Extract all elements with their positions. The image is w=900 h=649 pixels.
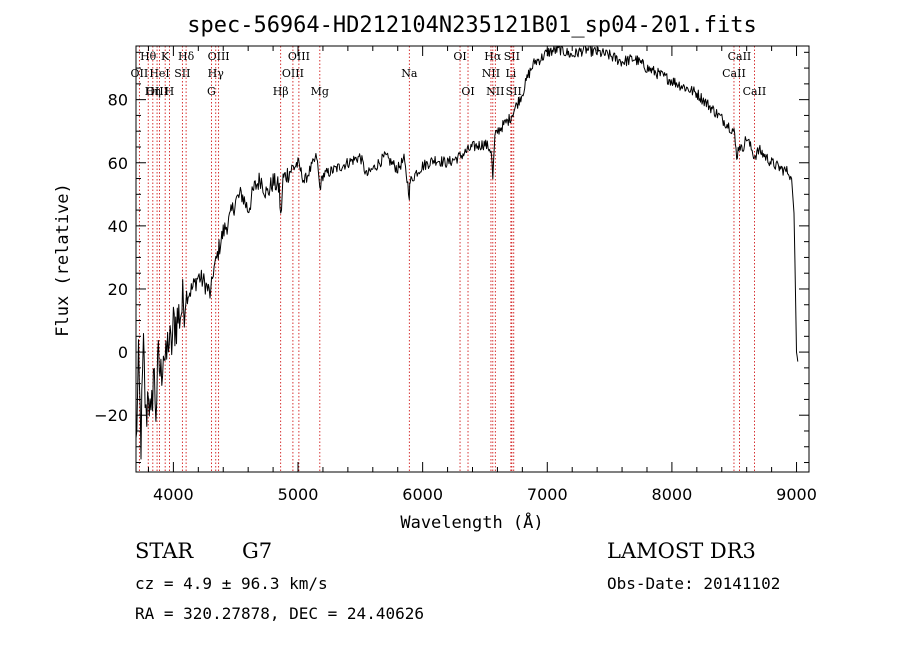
- line-label-4: HeI: [149, 67, 169, 80]
- line-label-10: Hγ: [208, 67, 225, 80]
- line-label-11: G: [207, 85, 216, 98]
- y-tick-label-2: 20: [108, 280, 128, 299]
- line-label-19: Hα: [484, 50, 502, 63]
- line-label-24: SII: [506, 85, 522, 98]
- line-label-27: CaII: [743, 85, 767, 98]
- y-axis-label: Flux (relative): [53, 183, 73, 337]
- spectrum-chart: spec-56964-HD212104N235121B01_sp04-201.f…: [53, 13, 817, 533]
- y-tick-label-4: 60: [108, 154, 128, 173]
- redshift-readout: cz = 4.9 ± 96.3 km/s: [135, 574, 328, 593]
- line-label-26: CaII: [722, 67, 746, 80]
- line-label-16: Na: [401, 67, 418, 80]
- line-label-17: OI: [453, 50, 466, 63]
- line-label-5: SII: [174, 67, 190, 80]
- x-axis-label: Wavelength (Å): [400, 511, 543, 533]
- coordinates: RA = 320.27878, DEC = 24.40626: [135, 604, 424, 623]
- x-tick-label-0: 4000: [153, 485, 194, 504]
- line-label-12: OIII: [288, 50, 310, 63]
- line-label-25: CaII: [728, 50, 752, 63]
- y-tick-label-0: −20: [94, 406, 128, 425]
- x-tick-label-2: 6000: [402, 485, 443, 504]
- line-label-15: Mg: [311, 85, 329, 98]
- object-type: STAR: [135, 539, 194, 563]
- y-tick-label-1: 0: [118, 343, 128, 362]
- line-label-21: NII: [482, 67, 500, 80]
- line-label-22: Li: [505, 67, 516, 80]
- line-label-13: OIII: [282, 67, 304, 80]
- line-label-9: OIII: [208, 50, 230, 63]
- y-tick-label-5: 80: [108, 91, 128, 110]
- y-tick-label-3: 40: [108, 217, 128, 236]
- line-label-2: Hδ: [178, 50, 195, 63]
- x-tick-label-1: 5000: [278, 485, 319, 504]
- obs-date: Obs-Date: 20141102: [607, 574, 781, 593]
- line-label-20: SII: [504, 50, 520, 63]
- line-label-23: NII: [486, 85, 504, 98]
- subclass: G7: [242, 539, 273, 563]
- x-tick-label-4: 8000: [652, 485, 693, 504]
- plot-frame: [135, 45, 810, 473]
- line-label-14: Hβ: [273, 85, 289, 98]
- survey-name: LAMOST DR3: [607, 539, 756, 563]
- flux-series-line: [135, 45, 799, 460]
- x-tick-label-5: 9000: [776, 485, 817, 504]
- line-label-6: OIII: [146, 85, 168, 98]
- line-label-3: OII: [131, 67, 149, 80]
- chart-title: spec-56964-HD212104N235121B01_sp04-201.f…: [187, 13, 757, 38]
- line-label-1: K: [161, 50, 170, 63]
- line-label-18: OI: [461, 85, 474, 98]
- x-tick-label-3: 7000: [527, 485, 568, 504]
- axis-ticks: 4000 5000 6000 7000 8000 9000 −20 0 20 40 60 80: [94, 46, 817, 504]
- flux-series-group: [135, 45, 799, 460]
- line-label-0: Hθ: [140, 50, 157, 63]
- line-label-8: H: [165, 85, 175, 98]
- line-label-7: Hη: [145, 85, 161, 98]
